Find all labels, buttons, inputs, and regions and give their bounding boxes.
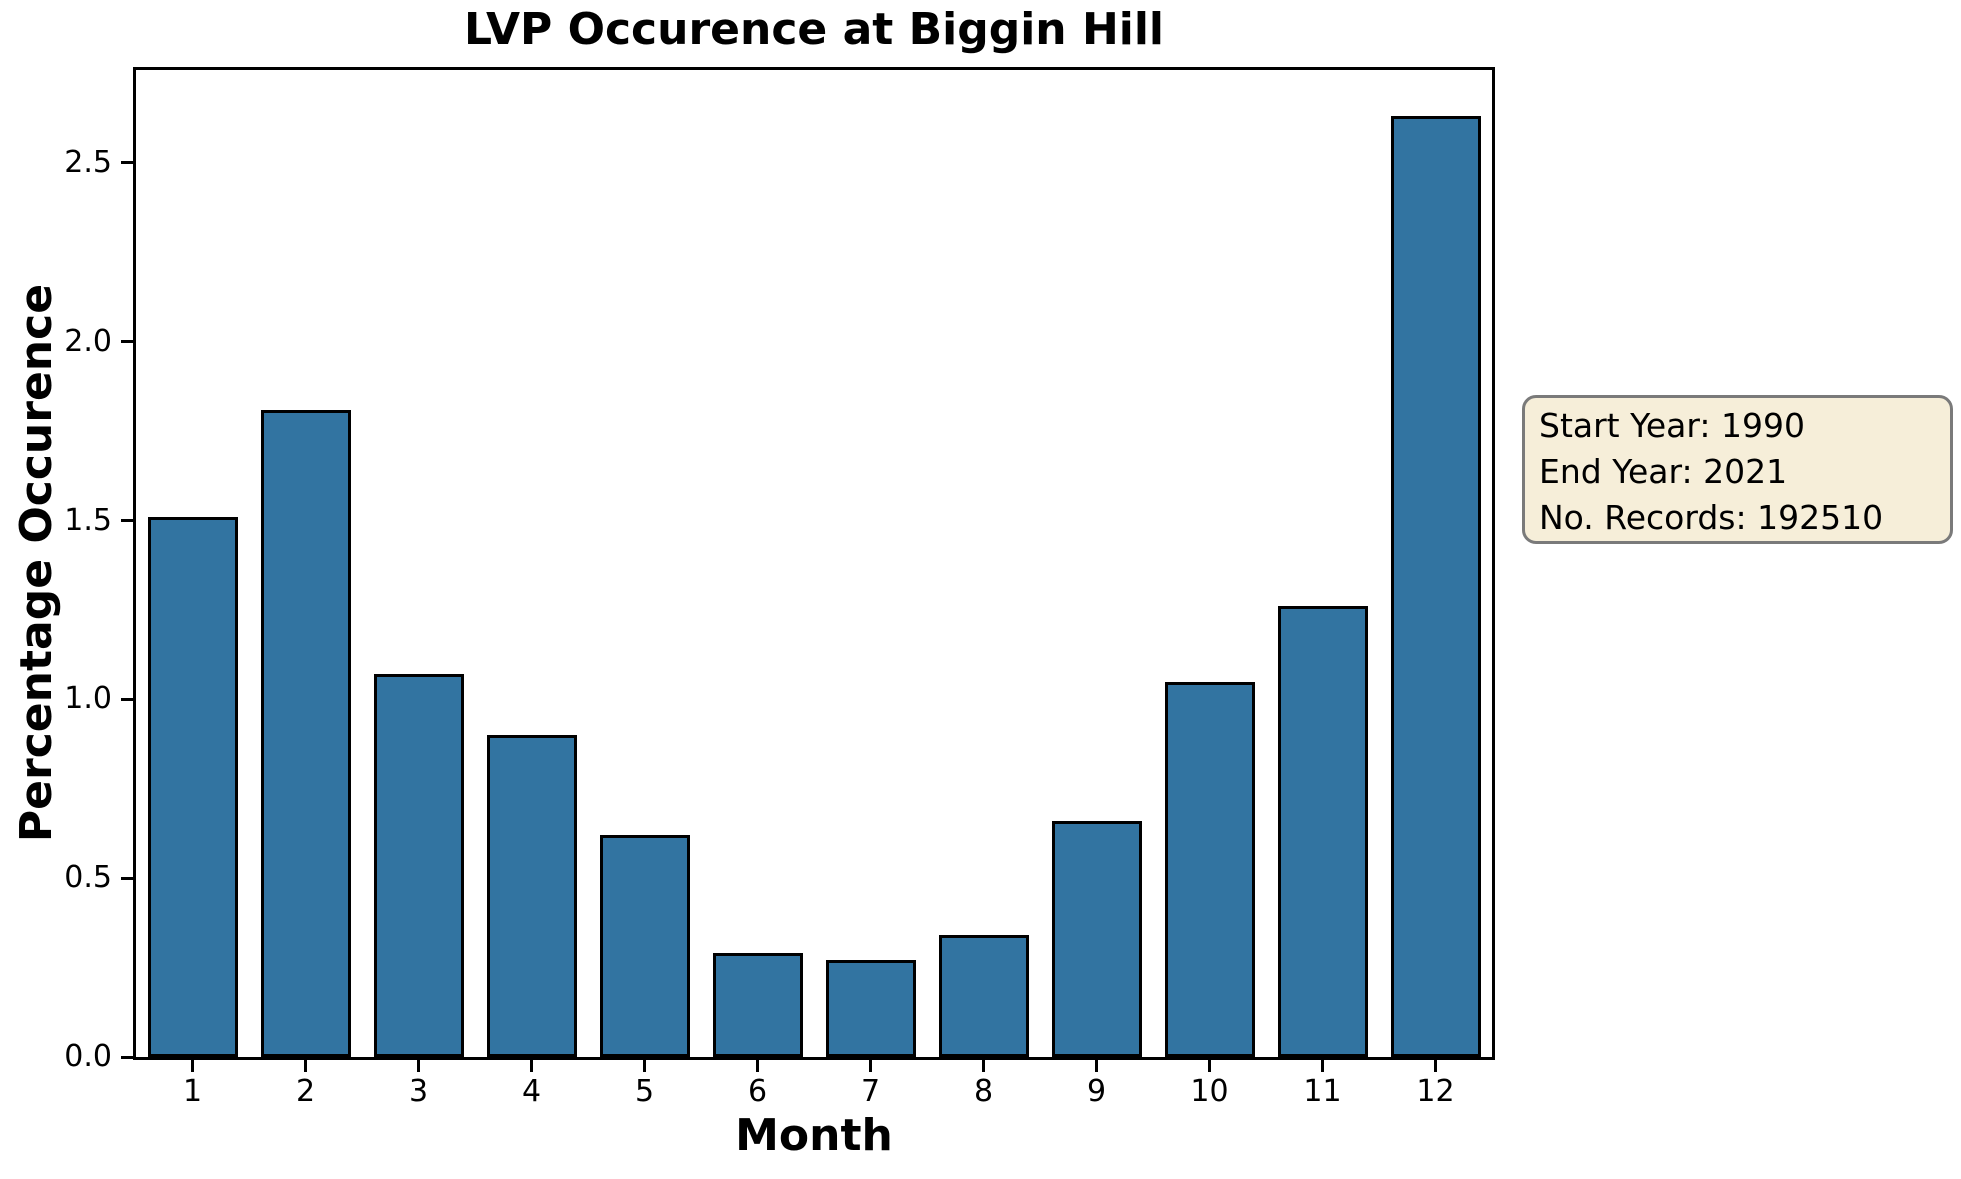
bar-month-7 [826,960,916,1057]
x-tick-mark [530,1060,533,1072]
y-tick-label: 0.5 [64,860,112,896]
y-tick-label: 2.0 [64,323,112,359]
x-tick-label: 8 [973,1074,994,1109]
bar-month-10 [1165,682,1255,1057]
bar-month-8 [939,935,1029,1057]
annotation-line-records: No. Records: 192510 [1539,498,1884,537]
y-tick-label: 1.5 [64,502,112,538]
x-tick-label: 4 [521,1074,542,1109]
y-tick-mark [121,161,133,165]
y-tick-mark [121,1055,133,1059]
x-tick-label: 6 [747,1074,768,1109]
bar-month-12 [1391,116,1481,1057]
annotation-box: Start Year: 1990 End Year: 2021 No. Reco… [1522,395,1953,544]
y-tick-mark [121,876,133,880]
x-tick-label: 10 [1190,1074,1229,1109]
x-tick-mark [982,1060,985,1072]
y-tick-mark [121,697,133,701]
y-tick-mark [121,340,133,344]
x-tick-label: 5 [634,1074,655,1109]
x-tick-label: 7 [860,1074,881,1109]
y-tick-label: 1.0 [64,681,112,717]
y-tick-label: 0.0 [64,1039,112,1074]
y-tick-label: 2.5 [64,144,112,180]
bar-month-1 [148,517,238,1057]
x-tick-label: 11 [1303,1074,1342,1109]
x-tick-mark [304,1060,307,1072]
bar-month-6 [713,953,803,1057]
chart-title: LVP Occurence at Biggin Hill [463,4,1165,55]
x-tick-mark [417,1060,420,1072]
x-tick-mark [756,1060,759,1072]
x-tick-mark [1095,1060,1098,1072]
x-tick-mark [643,1060,646,1072]
x-tick-label: 2 [295,1074,316,1109]
bar-month-5 [600,835,690,1057]
x-tick-label: 1 [182,1074,203,1109]
bar-month-4 [487,735,577,1057]
bar-month-11 [1278,606,1368,1057]
bar-month-3 [374,674,464,1057]
bar-month-2 [261,410,351,1057]
x-tick-mark [1321,1060,1324,1072]
x-tick-label: 12 [1416,1074,1455,1109]
x-tick-mark [191,1060,194,1072]
x-tick-label: 9 [1086,1074,1107,1109]
x-axis-label: Month [735,1110,893,1161]
plot-area: 0.0 0.5 1.0 1.5 2.0 2.5 1 2 3 4 5 6 7 8 9 10 11 12 [64,67,1495,1109]
x-tick-mark [869,1060,872,1072]
x-tick-mark [1208,1060,1211,1072]
annotation-line-end-year: End Year: 2021 [1539,452,1788,491]
annotation-line-start-year: Start Year: 1990 [1539,406,1805,445]
y-axis-label: Percentage Occurence [11,283,62,843]
x-tick-label: 3 [408,1074,429,1109]
bar-month-9 [1052,821,1142,1057]
y-tick-mark [121,519,133,523]
x-tick-mark [1434,1060,1437,1072]
